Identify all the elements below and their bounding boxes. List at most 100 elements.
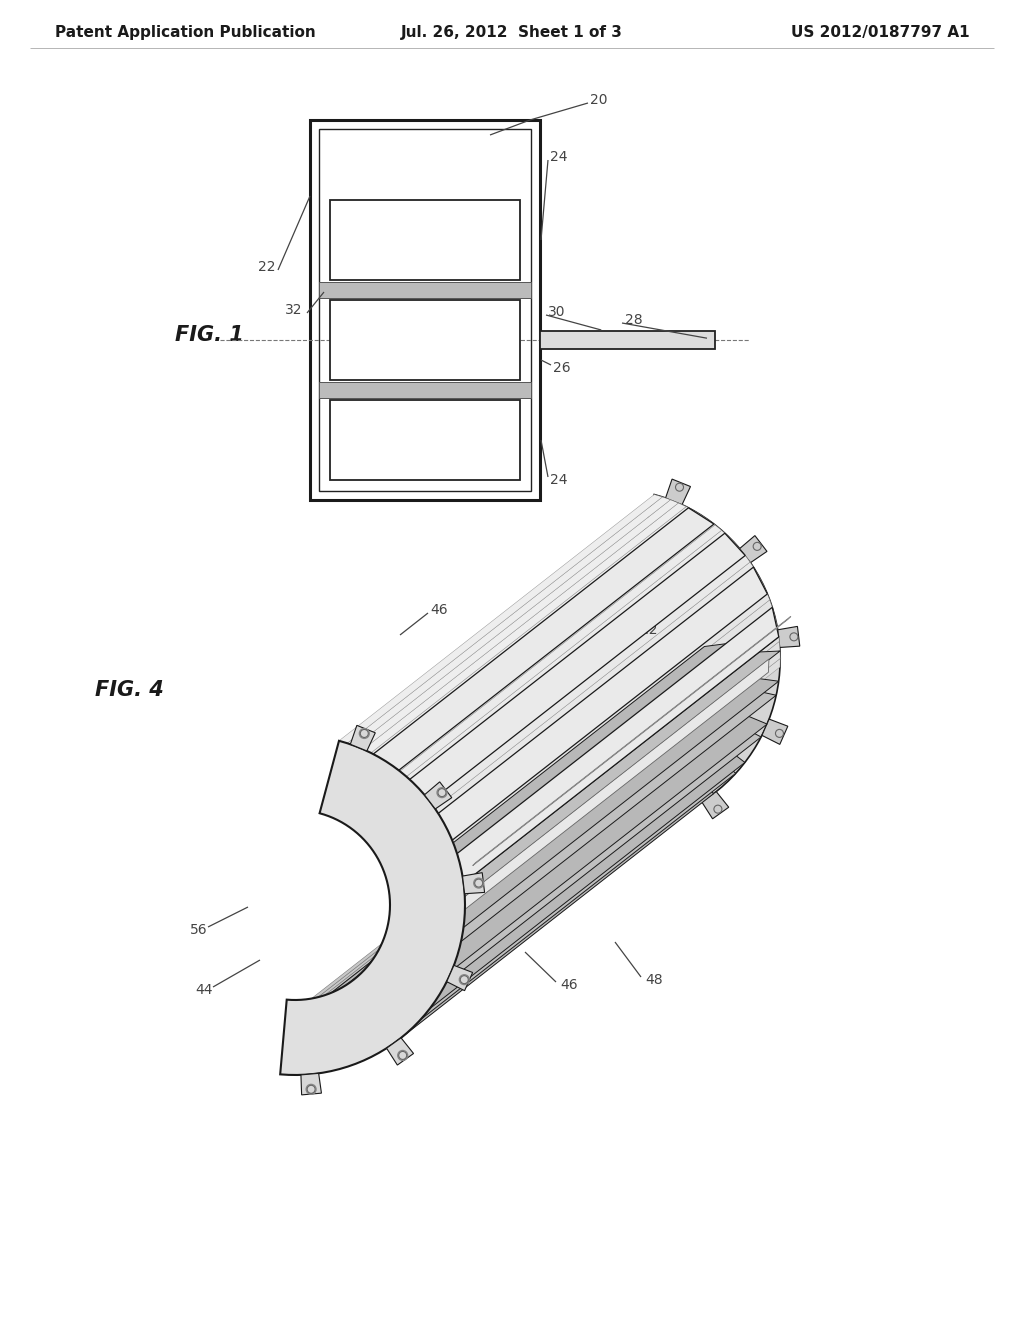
Polygon shape <box>390 651 780 900</box>
Polygon shape <box>460 616 777 871</box>
Polygon shape <box>393 520 715 771</box>
Text: 48: 48 <box>645 973 663 987</box>
Polygon shape <box>463 632 779 887</box>
Polygon shape <box>473 616 791 866</box>
Text: 32: 32 <box>285 304 302 317</box>
Polygon shape <box>410 533 745 801</box>
Polygon shape <box>301 1073 322 1094</box>
Polygon shape <box>354 729 675 979</box>
Polygon shape <box>439 569 759 822</box>
Polygon shape <box>399 525 722 776</box>
Polygon shape <box>385 681 702 935</box>
Polygon shape <box>407 531 728 783</box>
Polygon shape <box>449 618 767 878</box>
Text: 30: 30 <box>548 305 565 319</box>
Polygon shape <box>389 668 705 921</box>
Polygon shape <box>701 792 729 818</box>
Polygon shape <box>389 672 778 928</box>
Bar <box>330 201 520 280</box>
Polygon shape <box>373 508 714 771</box>
Text: 56: 56 <box>190 923 208 937</box>
Polygon shape <box>365 718 684 969</box>
Polygon shape <box>408 546 731 803</box>
Polygon shape <box>349 733 670 983</box>
Polygon shape <box>338 741 658 990</box>
Polygon shape <box>462 624 778 879</box>
Polygon shape <box>383 688 700 941</box>
Bar <box>310 120 540 500</box>
Polygon shape <box>371 717 744 1008</box>
Polygon shape <box>281 741 465 1074</box>
Polygon shape <box>413 536 734 788</box>
Bar <box>319 129 531 491</box>
Polygon shape <box>425 781 452 809</box>
Bar <box>319 282 531 298</box>
Bar <box>330 300 520 380</box>
Bar <box>540 331 715 348</box>
Polygon shape <box>325 747 646 995</box>
Polygon shape <box>452 591 770 846</box>
Text: US 2012/0187797 A1: US 2012/0187797 A1 <box>792 25 970 40</box>
Polygon shape <box>339 495 663 743</box>
Polygon shape <box>465 659 780 913</box>
Polygon shape <box>383 696 767 970</box>
Polygon shape <box>446 965 473 991</box>
Polygon shape <box>443 577 763 830</box>
Polygon shape <box>465 649 780 904</box>
Polygon shape <box>379 511 701 762</box>
Polygon shape <box>377 701 695 953</box>
Polygon shape <box>666 479 690 504</box>
Polygon shape <box>447 585 767 838</box>
Text: 28: 28 <box>625 313 643 327</box>
Polygon shape <box>438 568 767 841</box>
Text: Patent Application Publication: Patent Application Publication <box>55 25 315 40</box>
Polygon shape <box>616 828 637 849</box>
Polygon shape <box>364 503 686 752</box>
Polygon shape <box>432 579 754 838</box>
Text: 46: 46 <box>560 978 578 993</box>
Polygon shape <box>370 713 688 965</box>
Text: 44: 44 <box>195 983 213 997</box>
Polygon shape <box>424 549 745 801</box>
Polygon shape <box>389 636 779 892</box>
Bar <box>330 400 520 480</box>
Text: 42: 42 <box>640 623 657 638</box>
Polygon shape <box>374 706 692 958</box>
Polygon shape <box>355 500 678 750</box>
Polygon shape <box>311 751 634 998</box>
Polygon shape <box>386 515 709 766</box>
Text: FIG. 4: FIG. 4 <box>95 680 164 700</box>
Polygon shape <box>318 748 640 997</box>
Text: 28: 28 <box>567 615 585 630</box>
Polygon shape <box>387 1038 414 1065</box>
Polygon shape <box>347 496 671 746</box>
Polygon shape <box>457 607 779 883</box>
Text: 46: 46 <box>430 603 447 616</box>
Text: 22: 22 <box>258 260 275 275</box>
Polygon shape <box>454 659 769 919</box>
Polygon shape <box>463 873 484 894</box>
Text: FIG. 1: FIG. 1 <box>175 325 244 345</box>
Text: 26: 26 <box>553 360 570 375</box>
Text: 24: 24 <box>550 150 567 164</box>
Polygon shape <box>331 747 675 1063</box>
Polygon shape <box>419 543 739 795</box>
Text: 20: 20 <box>590 92 607 107</box>
Polygon shape <box>379 702 761 983</box>
Polygon shape <box>464 642 780 896</box>
Polygon shape <box>595 495 780 829</box>
Polygon shape <box>380 694 698 946</box>
Polygon shape <box>343 737 665 986</box>
Polygon shape <box>739 536 767 562</box>
Polygon shape <box>359 723 680 974</box>
Polygon shape <box>777 627 800 648</box>
Polygon shape <box>366 723 735 1019</box>
Polygon shape <box>435 562 755 816</box>
Polygon shape <box>430 556 750 808</box>
Text: Jul. 26, 2012  Sheet 1 of 3: Jul. 26, 2012 Sheet 1 of 3 <box>401 25 623 40</box>
Polygon shape <box>352 734 714 1040</box>
Text: 24: 24 <box>550 473 567 487</box>
Polygon shape <box>458 609 775 862</box>
Polygon shape <box>331 743 652 993</box>
Polygon shape <box>346 739 701 1048</box>
